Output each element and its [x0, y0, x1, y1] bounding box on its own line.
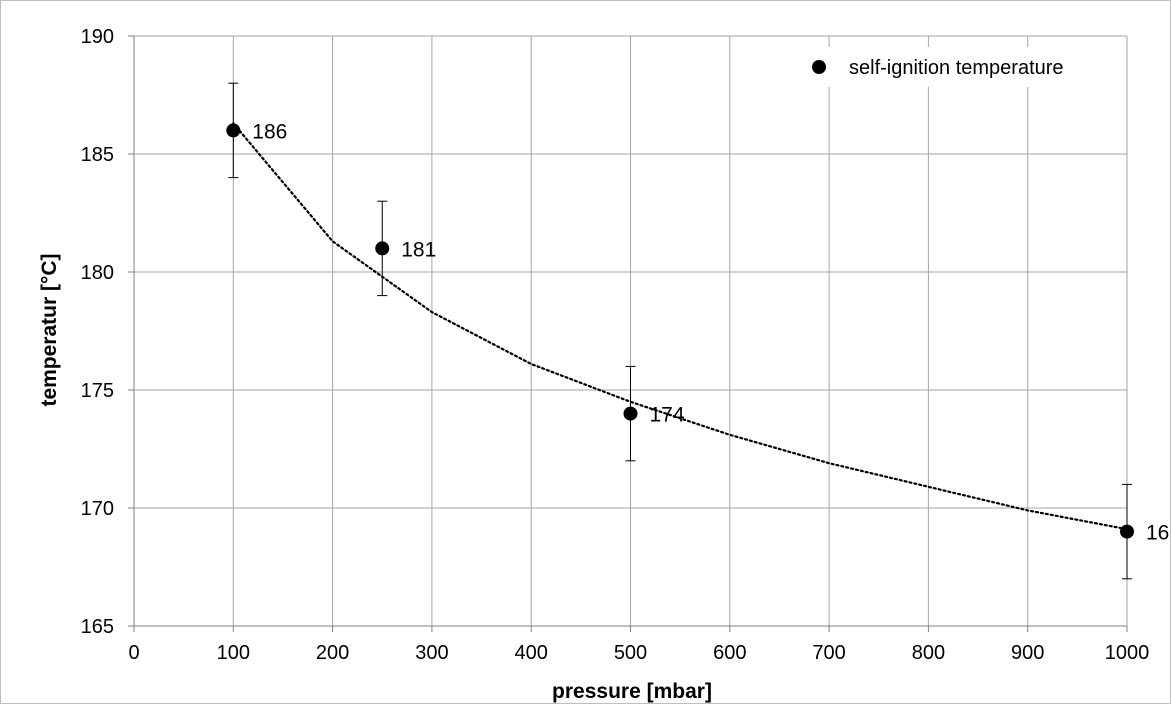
tick-labels: 165 170 175 180 185 190 0 100 200 300 400 500 600 700… [81, 26, 1150, 664]
data-point [226, 123, 241, 138]
x-tick-label: 900 [1011, 642, 1044, 664]
data-labels: 186 181 174 169 [252, 120, 1171, 545]
data-points [226, 123, 1134, 539]
axes [128, 35, 1128, 632]
data-label: 174 [650, 404, 685, 427]
data-label: 186 [252, 120, 287, 143]
legend-label: self-ignition temperature [849, 57, 1064, 79]
data-point [623, 406, 638, 421]
x-tick-label: 500 [614, 642, 647, 664]
x-tick-label: 400 [515, 642, 548, 664]
x-tick-label: 200 [316, 642, 349, 664]
data-point [375, 241, 390, 256]
y-tick-label: 185 [81, 144, 114, 166]
data-label: 181 [401, 238, 436, 261]
x-tick-label: 0 [128, 642, 139, 664]
x-tick-label: 800 [912, 642, 945, 664]
trendline [232, 122, 1129, 531]
x-tick-label: 700 [812, 642, 845, 664]
x-tick-label: 300 [415, 642, 448, 664]
legend: self-ignition temperature [799, 47, 1119, 87]
error-bars [228, 82, 1132, 580]
trendline-path [232, 122, 1129, 531]
y-tick-label: 190 [81, 26, 114, 48]
legend-background [799, 47, 1119, 87]
x-tick-label: 1000 [1105, 642, 1150, 664]
x-tick-label: 100 [217, 642, 250, 664]
y-tick-label: 165 [81, 616, 114, 638]
y-tick-label: 180 [81, 262, 114, 284]
x-axis-title: pressure [mbar] [552, 680, 712, 703]
x-tick-label: 600 [713, 642, 746, 664]
y-tick-label: 170 [81, 498, 114, 520]
data-label: 169 [1146, 522, 1170, 545]
y-tick-label: 175 [81, 380, 114, 402]
data-point [1120, 524, 1134, 539]
y-axis-title: temperatur [°C] [38, 253, 61, 406]
legend-marker [812, 60, 826, 74]
